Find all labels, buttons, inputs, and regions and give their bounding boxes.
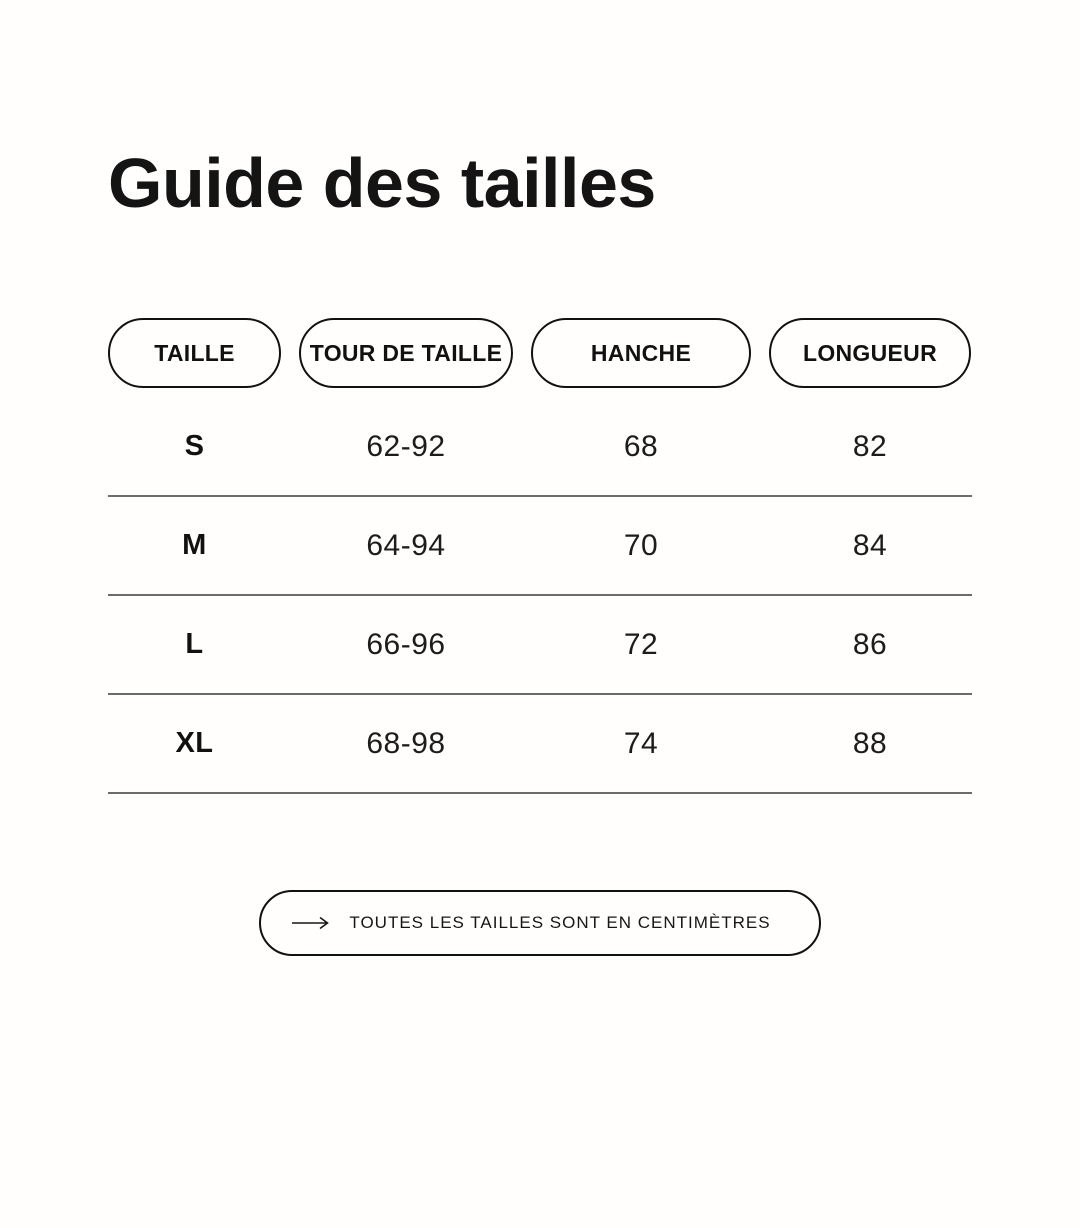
column-header-taille: TAILLE [108,318,281,388]
long-right-arrow-icon [291,915,331,931]
footer-note-pill: TOUTES LES TAILLES SONT EN CENTIMÈTRES [259,890,821,956]
table-header-row: TAILLE TOUR DE TAILLE HANCHE LONGUEUR [108,318,972,388]
size-value: XL [175,727,214,759]
hanche-value: 72 [623,627,659,661]
column-header-tour-de-taille: TOUR DE TAILLE [299,318,513,388]
longueur-value: 82 [852,429,888,463]
hanche-value: 74 [623,726,659,760]
longueur-value: 86 [852,627,888,661]
tour-de-taille-value: 64-94 [366,528,446,562]
size-table: S 62-92 68 82 M 64-94 70 84 L 66-96 72 8… [108,398,972,794]
size-value: S [184,430,205,462]
size-value: M [182,529,207,561]
column-header-longueur: LONGUEUR [769,318,971,388]
longueur-value: 84 [852,528,888,562]
longueur-value: 88 [852,726,888,760]
hanche-value: 68 [623,429,659,463]
tour-de-taille-value: 66-96 [366,627,446,661]
tour-de-taille-value: 62-92 [366,429,446,463]
table-row-s: S 62-92 68 82 [108,398,972,497]
hanche-value: 70 [623,528,659,562]
page-title: Guide des tailles [108,144,656,222]
table-row-l: L 66-96 72 86 [108,596,972,695]
size-value: L [185,628,204,660]
table-row-m: M 64-94 70 84 [108,497,972,596]
column-header-hanche: HANCHE [531,318,751,388]
size-guide-page: Guide des tailles TAILLE TOUR DE TAILLE … [0,148,1080,1228]
footer-note-text: TOUTES LES TAILLES SONT EN CENTIMÈTRES [349,913,771,932]
tour-de-taille-value: 68-98 [366,726,446,760]
table-row-xl: XL 68-98 74 88 [108,695,972,794]
